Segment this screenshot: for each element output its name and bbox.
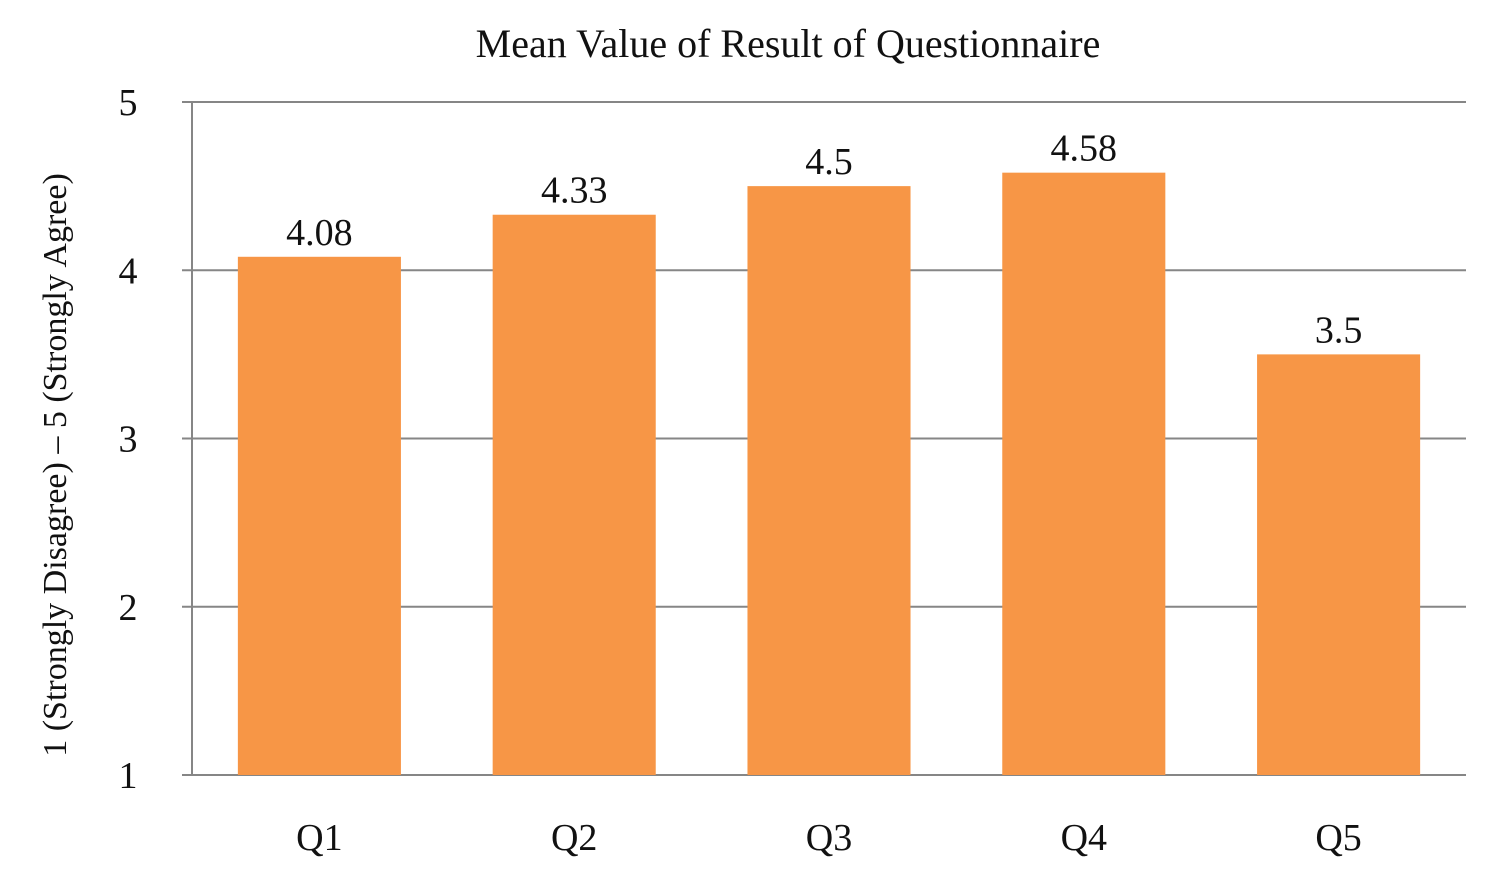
data-labels: 4.08 4.33 4.5 4.58 3.5 bbox=[286, 128, 1362, 352]
data-label: 3.5 bbox=[1315, 309, 1363, 351]
data-label: 4.08 bbox=[286, 212, 353, 254]
category-label: Q1 bbox=[296, 817, 342, 859]
y-tick-label: 4 bbox=[119, 250, 138, 292]
data-label: 4.33 bbox=[541, 170, 608, 212]
bar-q2 bbox=[492, 214, 656, 776]
chart-title: Mean Value of Result of Questionnaire bbox=[476, 21, 1101, 66]
bars bbox=[237, 172, 1421, 776]
y-tick-label: 2 bbox=[119, 587, 138, 629]
y-tick-label: 1 bbox=[119, 755, 138, 797]
y-axis-label: 1 (Strongly Disagree) – 5 (Strongly Agre… bbox=[37, 173, 74, 757]
bar-q3 bbox=[747, 186, 911, 775]
bar-q4 bbox=[1002, 172, 1166, 776]
y-tick-label: 5 bbox=[119, 82, 138, 124]
y-tick-label: 3 bbox=[119, 419, 138, 461]
category-labels: Q1 Q2 Q3 Q4 Q5 bbox=[296, 817, 1362, 859]
data-label: 4.58 bbox=[1051, 128, 1118, 170]
category-label: Q2 bbox=[551, 817, 597, 859]
y-axis-ticks: 1 2 3 4 5 bbox=[119, 82, 138, 797]
bar-q5 bbox=[1257, 354, 1421, 775]
data-label: 4.5 bbox=[805, 141, 853, 183]
bar-q1 bbox=[237, 256, 401, 775]
category-label: Q3 bbox=[806, 817, 852, 859]
category-label: Q5 bbox=[1315, 817, 1361, 859]
category-label: Q4 bbox=[1061, 817, 1107, 859]
